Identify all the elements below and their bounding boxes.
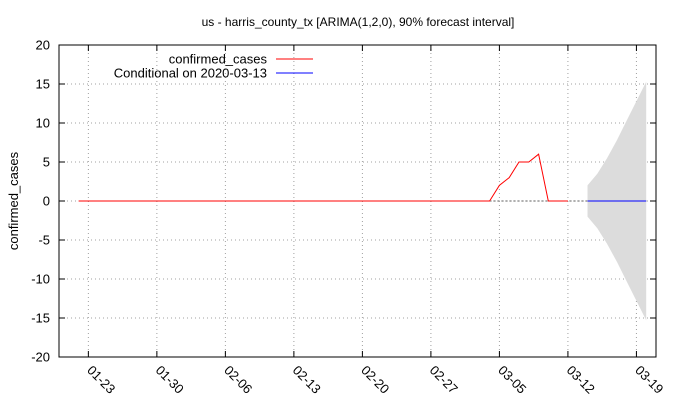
x-tick-label: 03-05 [495, 363, 529, 397]
x-tick-label: 02-20 [358, 363, 392, 397]
x-tick-label: 01-30 [153, 363, 187, 397]
x-tick-label: 01-23 [84, 363, 118, 397]
y-tick-label: -20 [31, 350, 50, 365]
x-axis-ticks: 01-23 01-30 02-06 02-13 02-20 02-27 03-05 03-12… [84, 45, 666, 397]
y-axis-label: confirmed_cases [6, 151, 21, 250]
series-line-0 [78, 153, 568, 202]
series-lines [78, 153, 647, 202]
y-tick-label: 5 [43, 155, 50, 170]
y-axis-ticks: -20 -15 -10 -5 0 5 10 15 20 [31, 38, 656, 365]
legend-label: Conditional on 2020-03-13 [114, 66, 267, 81]
y-tick-label: 10 [36, 116, 50, 131]
chart-title: us - harris_county_tx [ARIMA(1,2,0), 90%… [202, 15, 515, 29]
legend-label: confirmed_cases [169, 52, 268, 67]
x-tick-label: 03-19 [632, 363, 666, 397]
y-tick-label: -10 [31, 272, 50, 287]
x-tick-label: 02-06 [221, 363, 255, 397]
y-tick-label: 0 [43, 194, 50, 209]
y-tick-label: -15 [31, 311, 50, 326]
x-tick-label: 03-12 [564, 363, 598, 397]
x-tick-label: 02-13 [290, 363, 324, 397]
y-tick-label: 20 [36, 38, 50, 53]
x-tick-label: 02-27 [427, 363, 461, 397]
y-tick-label: 15 [36, 77, 50, 92]
y-tick-label: -5 [38, 233, 50, 248]
